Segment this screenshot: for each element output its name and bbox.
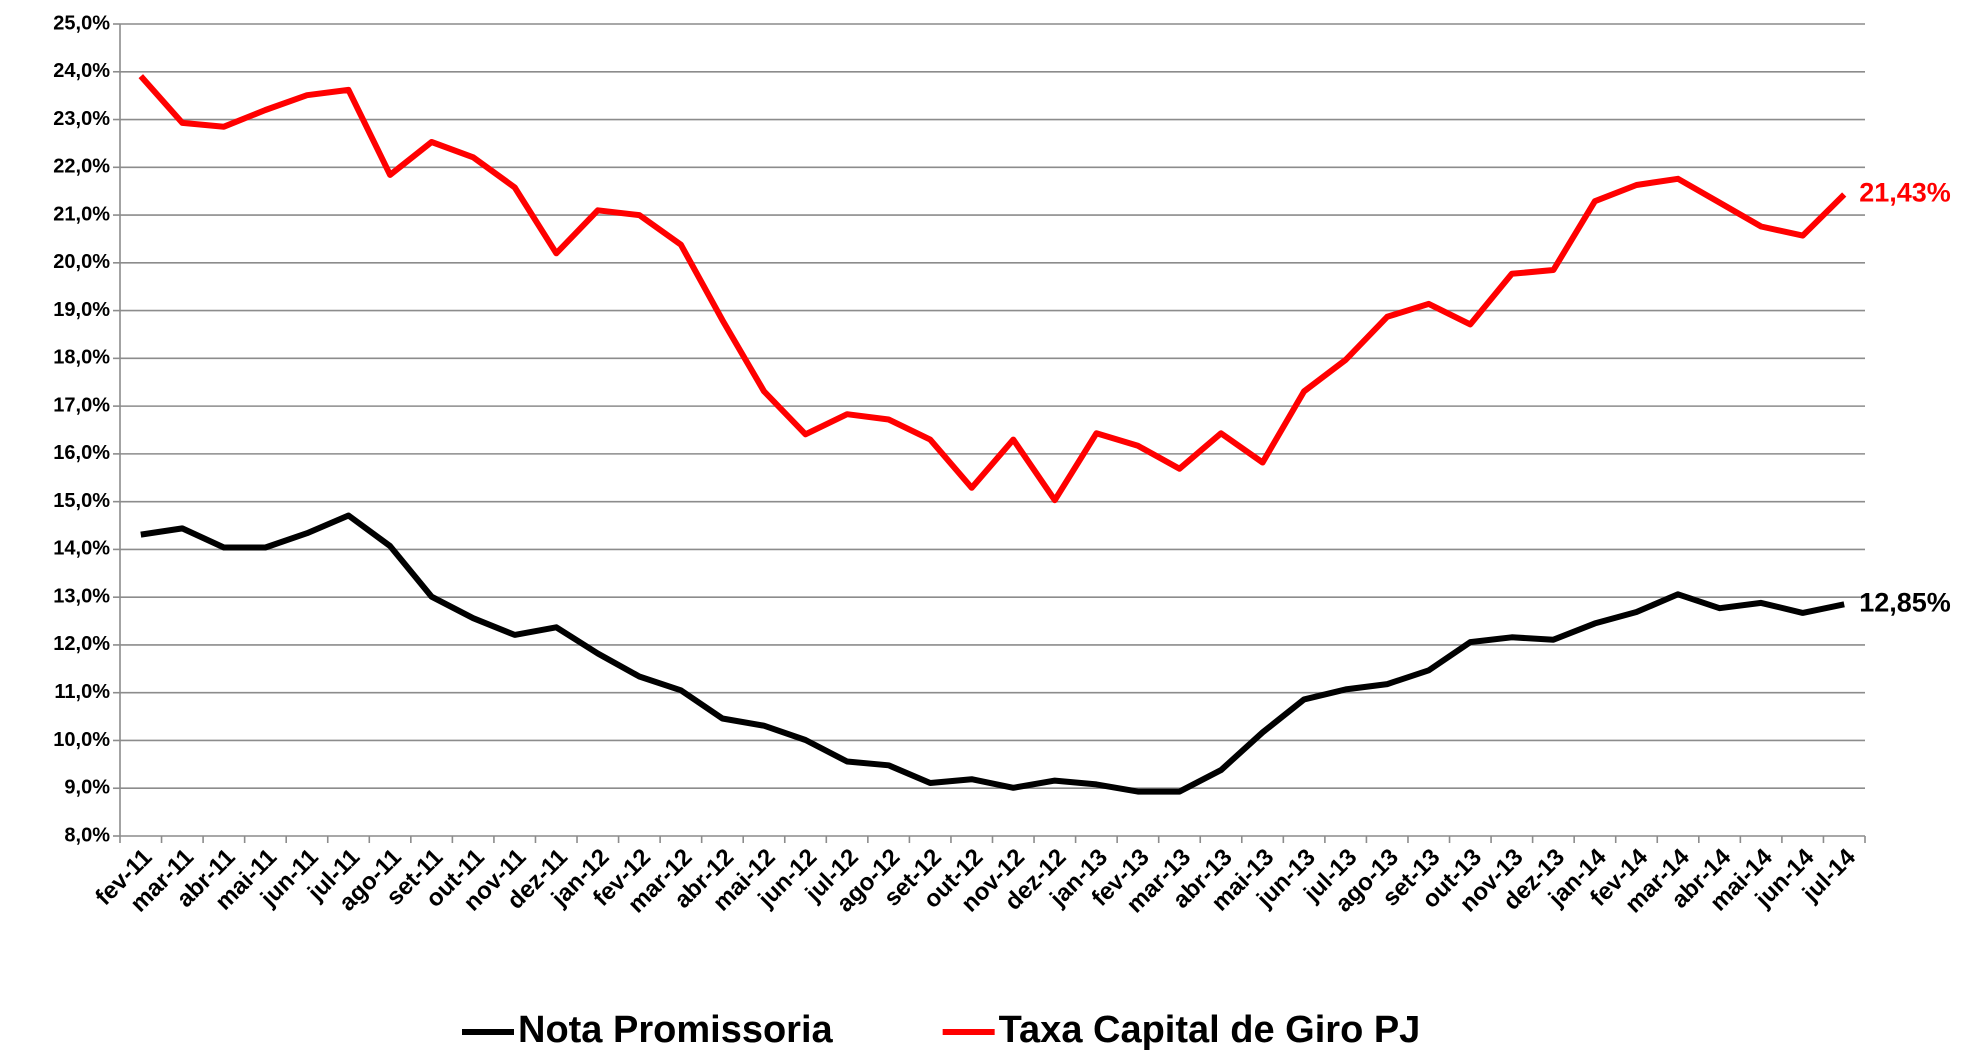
y-tick-label: 24,0% bbox=[53, 60, 110, 82]
legend-label: Taxa Capital de Giro PJ bbox=[999, 1009, 1421, 1051]
y-tick-label: 15,0% bbox=[53, 490, 110, 512]
y-tick-label: 9,0% bbox=[64, 777, 110, 799]
series-line bbox=[140, 512, 1845, 795]
y-tick-label: 21,0% bbox=[53, 203, 110, 225]
y-tick-label: 17,0% bbox=[53, 394, 110, 416]
legend-item: Taxa Capital de Giro PJ bbox=[942, 1009, 1421, 1051]
series-line bbox=[138, 74, 1847, 504]
legend-item: Nota Promissoria bbox=[462, 1009, 834, 1051]
y-tick-label: 23,0% bbox=[53, 108, 110, 130]
y-tick-label: 25,0% bbox=[53, 12, 110, 34]
y-tick-label: 11,0% bbox=[54, 681, 110, 703]
y-tick-label: 13,0% bbox=[53, 585, 110, 607]
y-tick-label: 8,0% bbox=[64, 824, 110, 846]
y-tick-label: 10,0% bbox=[53, 729, 110, 751]
data-label: 21,43% bbox=[1859, 178, 1951, 208]
legend-label: Nota Promissoria bbox=[518, 1009, 834, 1051]
y-tick-label: 22,0% bbox=[53, 156, 110, 178]
y-tick-label: 20,0% bbox=[53, 251, 110, 273]
y-tick-label: 16,0% bbox=[53, 442, 110, 464]
y-tick-label: 18,0% bbox=[53, 347, 110, 369]
y-tick-label: 14,0% bbox=[53, 538, 110, 560]
y-tick-label: 19,0% bbox=[53, 299, 110, 321]
data-label: 12,85% bbox=[1859, 587, 1951, 617]
y-tick-label: 12,0% bbox=[53, 633, 110, 655]
